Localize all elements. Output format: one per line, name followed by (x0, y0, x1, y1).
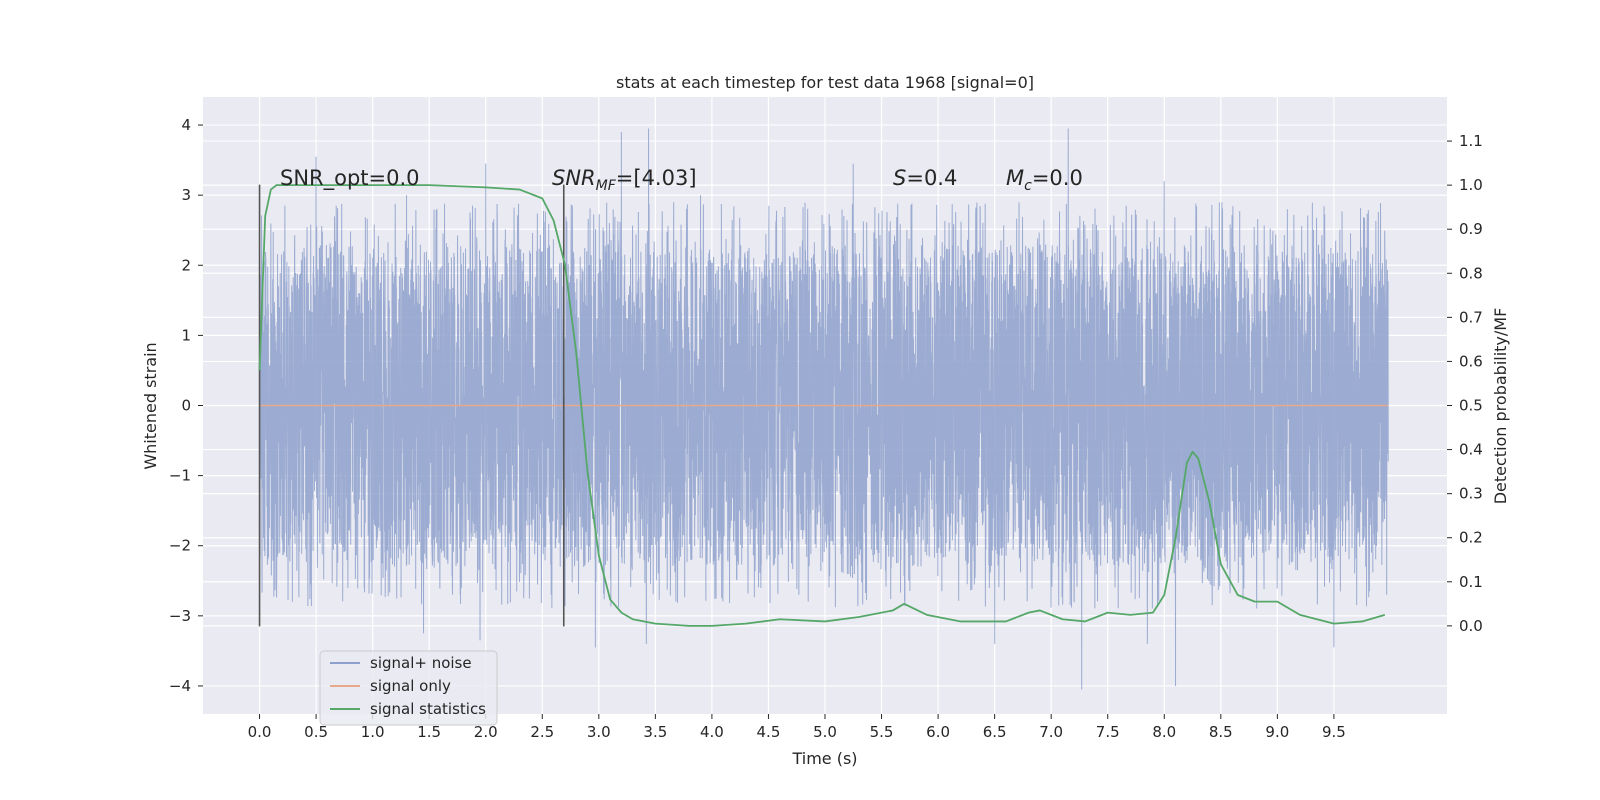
y2-tick-label: 0.2 (1459, 529, 1483, 547)
x-tick-label: 6.5 (983, 723, 1007, 741)
y2-tick-label: 0.1 (1459, 573, 1483, 591)
x-tick-label: 9.5 (1322, 723, 1346, 741)
x-tick-label: 5.0 (813, 723, 837, 741)
y2-tick-label: 1.1 (1459, 132, 1483, 150)
annotation-s-value: =0.4 (906, 166, 957, 190)
x-tick-label: 9.0 (1265, 723, 1289, 741)
y-axis-label: Whitened strain (141, 342, 160, 469)
annotation-mc: Mc=0.0 (1006, 166, 1083, 194)
annotation-mc-subscript: c (1024, 178, 1032, 194)
x-tick-label: 6.0 (926, 723, 950, 741)
y-tick-label: −4 (169, 677, 191, 695)
x-tick-label: 3.5 (643, 723, 667, 741)
y2-tick-label: 0.4 (1459, 441, 1483, 459)
y2-tick-label: 0.8 (1459, 264, 1483, 282)
x-tick-label: 2.0 (474, 723, 498, 741)
y2-tick-label: 0.9 (1459, 220, 1483, 238)
legend: signal+ noise signal only signal statist… (319, 650, 498, 726)
legend-label-noise: signal+ noise (370, 654, 472, 672)
legend-box (319, 650, 498, 726)
chart-title: stats at each timestep for test data 196… (616, 73, 1034, 92)
y-tick-label: 2 (181, 256, 191, 274)
x-tick-label: 2.5 (530, 723, 554, 741)
x-tick-label: 1.0 (361, 723, 385, 741)
annotation-s: S=0.4 (893, 166, 957, 190)
x-tick-label: 7.0 (1039, 723, 1063, 741)
x-tick-label: 3.0 (587, 723, 611, 741)
x-axis-label: Time (s) (791, 749, 857, 768)
y-tick-label: −2 (169, 537, 191, 555)
series-signal-noise (259, 128, 1389, 690)
legend-label-signal-only: signal only (370, 677, 451, 695)
x-tick-label: 0.5 (304, 723, 328, 741)
series-signal-statistics (258, 184, 1386, 627)
y2-tick-label: 1.0 (1459, 176, 1483, 194)
annotation-snr-mf-symbol: SNR (552, 166, 596, 190)
x-tick-label: 1.5 (417, 723, 441, 741)
y-tick-label: −1 (169, 467, 191, 485)
left-axis-ticks: 4 3 2 1 0 −1 −2 −3 −4 (169, 116, 203, 695)
annotation-snr-mf-subscript: MF (596, 178, 617, 194)
y2-tick-label: 0.6 (1459, 352, 1483, 370)
x-tick-label: 0.0 (248, 723, 272, 741)
statistics-curve (258, 184, 1386, 627)
y2-tick-label: 0.3 (1459, 485, 1483, 503)
y2-axis-label: Detection probability/MF (1491, 308, 1510, 505)
y-tick-label: 3 (181, 186, 191, 204)
y2-tick-label: 0.5 (1459, 397, 1483, 415)
right-axis-ticks: 1.1 1.0 0.9 0.8 0.7 0.6 0.5 0.4 0.3 0.2 0.1 0.0 (1447, 132, 1483, 635)
x-tick-label: 5.5 (870, 723, 894, 741)
y-tick-label: 1 (181, 326, 191, 344)
annotation-mc-value: =0.0 (1032, 166, 1083, 190)
annotation-mc-symbol: M (1006, 166, 1024, 190)
noise-trace (259, 128, 1389, 690)
annotation-snr-opt: SNR_opt=0.0 (280, 166, 420, 191)
annotation-snr-mf-value: =[4.03] (616, 166, 697, 190)
legend-label-statistics: signal statistics (370, 700, 486, 718)
y-tick-label: −3 (169, 607, 191, 625)
y-tick-label: 4 (181, 116, 191, 134)
annotation-snr-mf: SNRMF=[4.03] (552, 166, 697, 194)
y2-tick-label: 0.0 (1459, 617, 1483, 635)
y2-tick-label: 0.7 (1459, 308, 1483, 326)
x-tick-label: 4.5 (757, 723, 781, 741)
x-tick-label: 4.0 (700, 723, 724, 741)
x-tick-label: 8.0 (1152, 723, 1176, 741)
annotation-s-symbol: S (893, 166, 906, 190)
x-tick-label: 8.5 (1209, 723, 1233, 741)
x-tick-label: 7.5 (1096, 723, 1120, 741)
x-axis-ticks: 0.0 0.5 1.0 1.5 2.0 2.5 3.0 3.5 4.0 4.5 5.0 5.5 6.0 6… (248, 714, 1346, 741)
y-tick-label: 0 (181, 397, 191, 415)
